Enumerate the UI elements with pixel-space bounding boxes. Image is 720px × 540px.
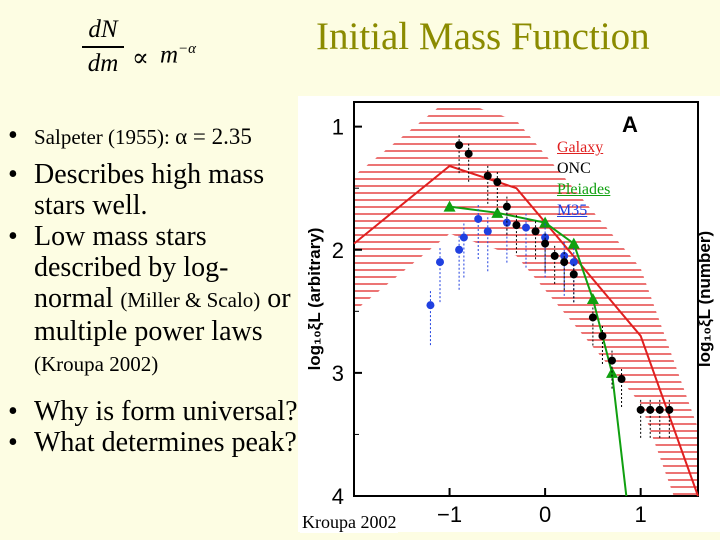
onc-point — [560, 258, 569, 267]
bullet-universal: Why is form universal? — [6, 396, 301, 427]
onc-point — [550, 251, 559, 260]
formula-numerator: dN — [88, 16, 118, 43]
formula-base: m — [160, 41, 179, 69]
legend-m35: M35 — [557, 202, 588, 219]
legend-pleiades: Pleiades — [557, 181, 611, 198]
slide-title: Initial Mass Function — [316, 15, 650, 58]
onc-point — [502, 202, 511, 211]
bullet-high-mass: Describes high mass stars well. — [6, 159, 301, 221]
formula-power-law: m−α — [160, 41, 196, 69]
y-tick-label: 2 — [332, 238, 344, 263]
x-tick-label: 0 — [539, 502, 551, 527]
onc-point — [646, 405, 655, 414]
bullet-salpeter-text: Salpeter (1955): — [34, 125, 176, 149]
m35-point — [455, 245, 464, 254]
m35-point — [569, 258, 578, 267]
m35-point — [474, 214, 483, 223]
panel-label: A — [622, 112, 638, 137]
citation-kroupa: (Kroupa 2002) — [34, 352, 159, 376]
y-axis-label-left: log₁₀ξL (arbitrary) — [305, 228, 324, 371]
onc-point — [608, 356, 616, 365]
pleiades-point — [567, 237, 580, 249]
pleiades-line — [449, 205, 628, 497]
y-axis-label-right: log₁₀ξL (number) — [695, 231, 714, 367]
formula-fraction: dN dm — [82, 16, 124, 78]
formula-exponent: −α — [178, 41, 197, 57]
m35-point — [483, 227, 492, 236]
m35-point — [502, 218, 511, 227]
onc-point — [493, 178, 502, 187]
proportional-symbol: ∝ — [132, 45, 149, 72]
y-tick-label: 3 — [332, 361, 344, 386]
onc-point — [455, 141, 464, 150]
bullet-salpeter-alpha: α = 2.35 — [175, 124, 252, 149]
pleiades-point — [586, 293, 599, 304]
y-tick-label: 4 — [332, 484, 344, 509]
onc-point — [617, 375, 626, 384]
figure-credit: Kroupa 2002 — [300, 512, 399, 533]
galaxy-line — [353, 164, 699, 497]
chart-legend: Galaxy ONC Pleiades M35 — [557, 137, 610, 221]
imf-chart: 4 3 2 1 −1 0 1 log₁₀ξL (arbitrary) log₁₀ξL (numb… — [305, 101, 714, 527]
bullet-peak: What determines peak? — [6, 427, 301, 458]
onc-point — [636, 405, 645, 414]
bullet-low-mass-text: Low mass stars described by log-normal — [34, 221, 229, 314]
m35-point — [436, 258, 444, 267]
pleiades-point — [539, 216, 552, 228]
onc-point — [531, 227, 540, 236]
m35-point — [560, 251, 569, 260]
onc-point — [655, 405, 664, 414]
onc-point — [665, 405, 674, 414]
x-tick-label: 1 — [635, 502, 647, 527]
imf-figure: 4 3 2 1 −1 0 1 log₁₀ξL (arbitrary) log₁₀ξL (numb… — [298, 96, 720, 532]
imf-formula: dN dm ∝ m−α — [82, 16, 232, 96]
legend-galaxy: Galaxy — [557, 139, 604, 156]
onc-point — [588, 313, 597, 322]
plot-frame — [353, 101, 699, 497]
pleiades-point — [443, 200, 456, 212]
formula-denominator: dm — [87, 50, 119, 77]
pleiades-point — [491, 206, 504, 218]
onc-point — [512, 221, 521, 230]
bullet-low-mass: Low mass stars described by log-normal (… — [6, 221, 301, 380]
m35-point — [459, 233, 468, 242]
m35-point — [426, 301, 435, 310]
m35-point — [541, 233, 550, 242]
legend-onc: ONC — [557, 160, 591, 177]
x-tick-label: −1 — [437, 502, 462, 527]
onc-point — [483, 171, 492, 180]
bullet-salpeter: Salpeter (1955): α = 2.35 — [6, 120, 301, 153]
citation-miller-scalo: (Miller & Scalo) — [120, 288, 261, 312]
onc-point — [598, 331, 607, 340]
y-tick-label: 1 — [332, 115, 344, 140]
onc-point — [541, 239, 550, 248]
fraction-bar — [82, 46, 124, 48]
m35-point — [522, 223, 530, 232]
bullet-low-mass-text-2: or multiple power laws — [34, 283, 291, 347]
onc-point — [569, 270, 578, 279]
bullet-list: Salpeter (1955): α = 2.35 Describes high… — [6, 120, 301, 458]
onc-point — [464, 149, 473, 158]
